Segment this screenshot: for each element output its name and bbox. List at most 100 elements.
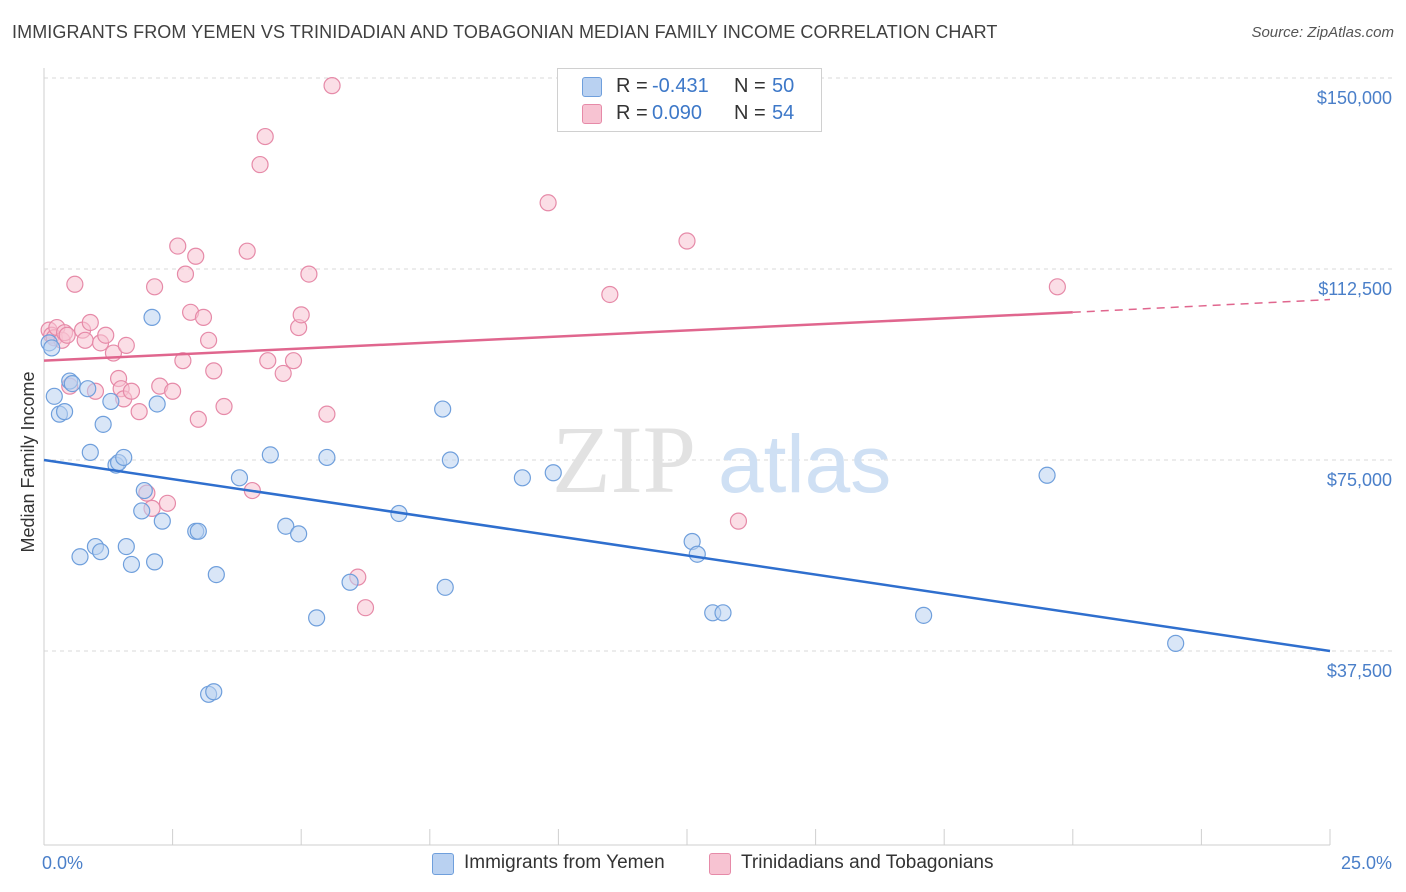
axes-layer bbox=[43, 68, 1331, 846]
bottom-legend-label: Trinidadians and Tobagonians bbox=[741, 852, 994, 873]
trinidad-point bbox=[164, 382, 182, 400]
trinidad-point bbox=[318, 405, 336, 423]
trinidad-point bbox=[169, 237, 187, 255]
grid-layer bbox=[44, 77, 1392, 652]
trinidad-point bbox=[130, 403, 148, 421]
yemen-point bbox=[205, 683, 223, 701]
yemen-point bbox=[189, 522, 207, 540]
trinidad-trend-extension bbox=[1072, 298, 1331, 314]
y-tick-label: $37,500 bbox=[1327, 661, 1392, 681]
yemen-point bbox=[71, 548, 89, 566]
trinidad-point bbox=[256, 127, 274, 146]
trinidad-point bbox=[251, 155, 269, 174]
yemen-point bbox=[102, 392, 120, 411]
yemen-point bbox=[1167, 634, 1185, 652]
trinidad-point bbox=[174, 352, 192, 370]
yemen-point bbox=[434, 400, 452, 418]
yemen-point bbox=[277, 517, 295, 535]
legend-r-value: 0.090 bbox=[652, 102, 703, 124]
yemen-point bbox=[1038, 466, 1056, 484]
yemen-point bbox=[230, 469, 249, 487]
points-layer bbox=[40, 77, 1185, 703]
trinidad-point bbox=[66, 275, 84, 293]
trinidad-point bbox=[356, 599, 375, 617]
y-tick-label: $150,000 bbox=[1317, 88, 1392, 108]
yemen-point bbox=[308, 609, 326, 627]
yemen-point bbox=[79, 380, 97, 398]
trinidad-point bbox=[729, 512, 748, 530]
x-tick-label-min: 0.0% bbox=[42, 853, 83, 873]
trinidad-point bbox=[601, 285, 619, 304]
legend-n-label: N = bbox=[734, 102, 766, 124]
trinidad-point bbox=[205, 362, 223, 380]
trinidad-point bbox=[678, 232, 696, 250]
trend-layer bbox=[43, 298, 1331, 653]
trinidad-point bbox=[145, 278, 164, 296]
trinidad-point bbox=[215, 397, 233, 416]
bottom-legend-swatch-blue bbox=[432, 853, 454, 875]
yemen-point bbox=[55, 403, 74, 421]
trinidad-point bbox=[238, 242, 256, 260]
yemen-point bbox=[261, 446, 279, 464]
yemen-point bbox=[714, 604, 732, 622]
bottom-legend-label: Immigrants from Yemen bbox=[464, 852, 665, 873]
trinidad-point bbox=[292, 306, 310, 324]
trinidad-point bbox=[81, 313, 99, 332]
legend-n-value: 54 bbox=[772, 102, 795, 124]
yemen-point bbox=[135, 481, 153, 500]
trinidad-point bbox=[76, 331, 94, 349]
trinidad-point bbox=[176, 265, 195, 283]
yemen-point bbox=[153, 512, 171, 530]
yemen-point bbox=[145, 553, 164, 571]
legend-n-label: N = bbox=[734, 75, 766, 97]
watermark-zip: ZIP bbox=[552, 406, 696, 513]
yemen-point bbox=[133, 502, 151, 520]
yemen-point bbox=[513, 469, 531, 487]
correlation-legend: R = -0.431 N = 50 R = 0.090 N = 54 bbox=[557, 68, 822, 132]
yemen-point bbox=[688, 545, 706, 563]
yemen-point bbox=[117, 537, 135, 556]
legend-swatch-pink bbox=[582, 104, 602, 124]
trinidad-point bbox=[122, 382, 141, 400]
yemen-point bbox=[63, 375, 81, 393]
legend-swatch-blue bbox=[582, 77, 602, 97]
bottom-legend-swatch-pink bbox=[709, 853, 731, 875]
yemen-point bbox=[341, 573, 359, 591]
trinidad-point bbox=[117, 336, 135, 354]
yemen-point bbox=[45, 387, 63, 405]
watermark: ZIP atlas bbox=[552, 406, 891, 513]
source-credit: Source: ZipAtlas.com bbox=[1251, 24, 1394, 41]
yemen-point bbox=[436, 578, 454, 596]
yemen-point bbox=[81, 443, 99, 461]
trinidad-point bbox=[539, 194, 557, 212]
yemen-point bbox=[290, 525, 308, 543]
yemen-point bbox=[318, 448, 336, 467]
yemen-point bbox=[94, 415, 112, 433]
trinidad-point bbox=[1048, 278, 1066, 296]
chart-title: IMMIGRANTS FROM YEMEN VS TRINIDADIAN AND… bbox=[12, 22, 998, 42]
yemen-point bbox=[148, 395, 166, 413]
trinidad-point bbox=[194, 308, 213, 326]
trinidad-trend-line bbox=[43, 311, 1073, 362]
yemen-point bbox=[122, 555, 141, 574]
trinidad-point bbox=[284, 352, 303, 370]
y-tick-label: $75,000 bbox=[1327, 470, 1392, 490]
yemen-point bbox=[915, 606, 933, 624]
trinidad-point bbox=[158, 494, 177, 512]
trinidad-point bbox=[58, 326, 76, 344]
legend-n-value: 50 bbox=[772, 75, 795, 97]
trinidad-point bbox=[274, 364, 292, 383]
yemen-point bbox=[43, 339, 61, 357]
legend-r-label: R = bbox=[616, 102, 648, 124]
y-tick-label: $112,500 bbox=[1318, 279, 1392, 299]
trinidad-point bbox=[187, 247, 205, 265]
yemen-point bbox=[544, 464, 562, 482]
trinidad-point bbox=[200, 331, 218, 349]
yemen-point bbox=[441, 451, 459, 469]
y-axis-label: Median Family Income bbox=[18, 371, 38, 552]
legend-r-value: -0.431 bbox=[652, 75, 709, 97]
trinidad-point bbox=[189, 410, 207, 428]
watermark-atlas: atlas bbox=[718, 419, 891, 510]
x-tick-label-max: 25.0% bbox=[1341, 853, 1392, 873]
